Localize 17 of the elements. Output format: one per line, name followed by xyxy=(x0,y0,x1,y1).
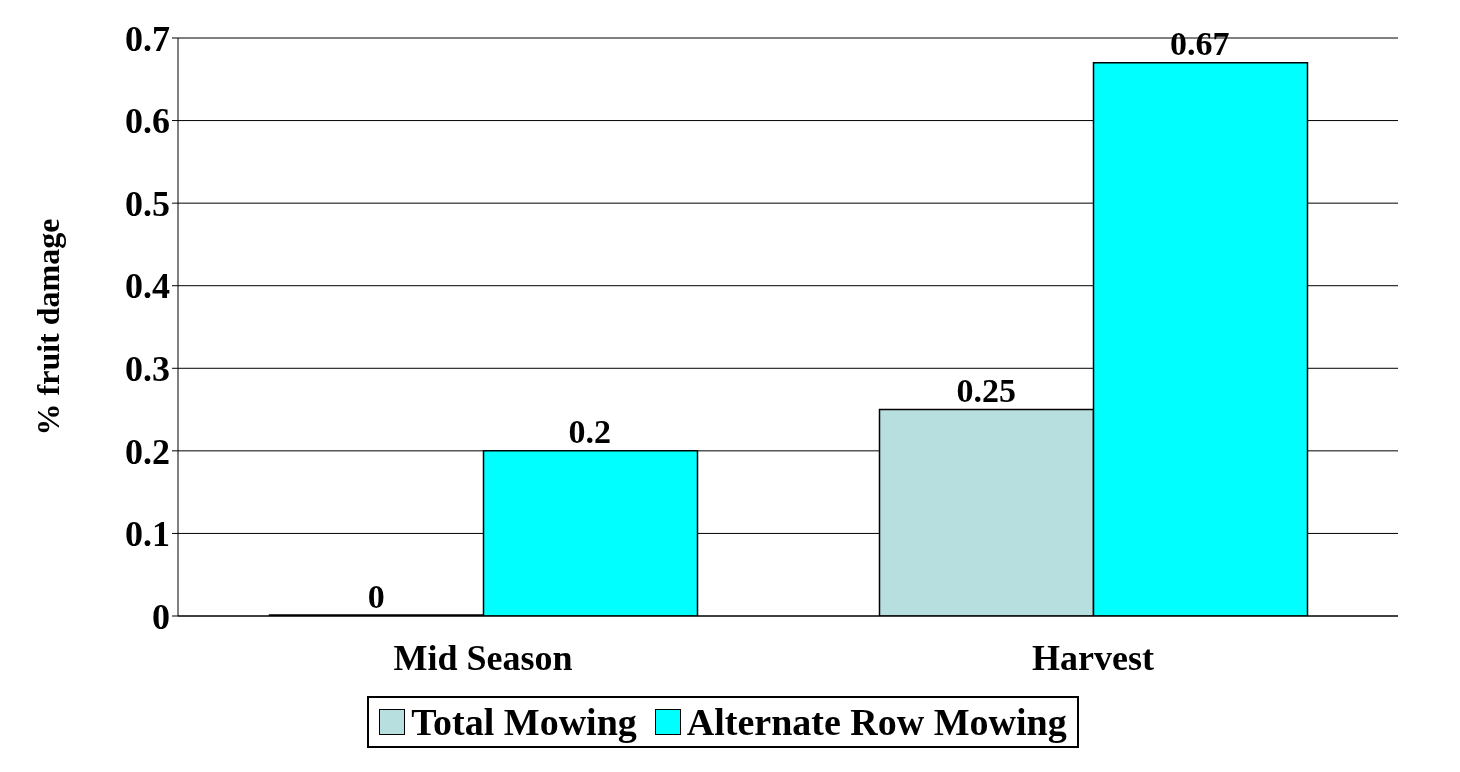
x-tick-label: Mid Season xyxy=(393,637,573,678)
data-label: 0.25 xyxy=(956,371,1016,409)
data-label: 0 xyxy=(367,578,385,615)
y-axis-title: % fruit damage xyxy=(30,218,67,436)
x-tick-label: Harvest xyxy=(1032,637,1154,678)
y-tick-label: 0.7 xyxy=(125,18,170,59)
y-tick-label: 0.6 xyxy=(125,101,170,142)
y-tick-label: 0 xyxy=(152,596,170,637)
data-label: 0.2 xyxy=(568,412,611,450)
y-tick-label: 0.5 xyxy=(125,183,170,224)
legend-label: Total Mowing xyxy=(410,700,637,744)
y-tick-label: 0.1 xyxy=(125,514,170,555)
y-tick-label: 0.4 xyxy=(125,266,170,307)
data-label: 0.67 xyxy=(1170,24,1230,62)
y-tick-label: 0.3 xyxy=(125,349,170,390)
legend-label: Alternate Row Mowing xyxy=(685,700,1067,744)
y-tick-label: 0.2 xyxy=(125,431,170,472)
